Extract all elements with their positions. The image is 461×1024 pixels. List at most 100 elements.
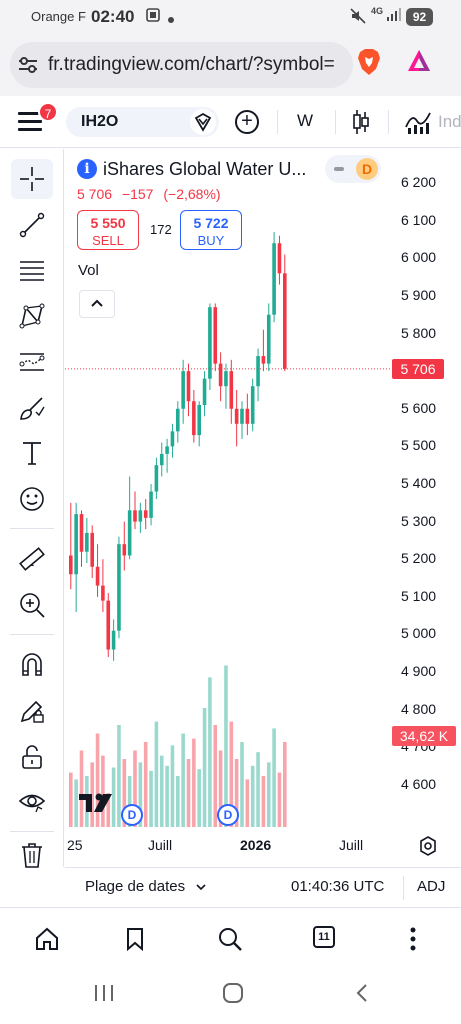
timezone-clock[interactable]: 01:40:36 UTC	[291, 878, 385, 895]
adjustment-toggle[interactable]: ADJ	[417, 878, 446, 895]
volume-bar	[283, 742, 287, 827]
date-range-button[interactable]: Plage de dates	[85, 878, 207, 895]
instrument-name[interactable]: iShares Global Water U...	[103, 159, 307, 179]
bookmark-icon[interactable]	[122, 926, 148, 952]
home-button-icon[interactable]	[222, 983, 244, 1003]
candle-body	[229, 371, 234, 409]
chart-settings-icon[interactable]	[417, 835, 439, 857]
screenshot-icon	[146, 8, 160, 25]
price-axis-label: 5 900	[401, 286, 437, 303]
candle	[149, 484, 153, 526]
volume-bar	[127, 776, 132, 827]
brave-shields-icon[interactable]	[357, 48, 381, 76]
forecast-tool[interactable]	[11, 342, 53, 382]
candle	[138, 502, 143, 533]
candle-body	[85, 532, 89, 552]
measure-tool[interactable]	[11, 539, 53, 579]
volume-bar	[154, 721, 159, 827]
chart-pane[interactable]: i iShares Global Water U... D 5 706 −157…	[65, 149, 461, 867]
brush-tool[interactable]	[11, 388, 53, 428]
search-icon[interactable]	[217, 926, 243, 952]
emoji-tool[interactable]	[11, 479, 53, 519]
compare-add-icon[interactable]: +	[235, 110, 259, 134]
candle-body	[245, 408, 250, 424]
volume-bars	[69, 665, 287, 827]
symbol-search-button[interactable]: IH2O	[66, 107, 219, 137]
trend-line-tool[interactable]	[11, 205, 53, 245]
crosshair-tool[interactable]	[11, 159, 53, 199]
chart-type-candles-icon[interactable]	[352, 108, 370, 136]
candle-body	[159, 453, 164, 466]
url-field[interactable]: fr.tradingview.com/chart/?symbol=	[10, 42, 353, 88]
candle-body	[181, 371, 185, 409]
price-chart[interactable]	[65, 149, 461, 867]
volume-bar	[101, 755, 105, 827]
dividend-badge[interactable]: D	[356, 158, 378, 180]
menu-icon[interactable]	[18, 112, 42, 132]
price-axis-label: 5 800	[401, 324, 437, 341]
buy-label: BUY	[197, 233, 225, 248]
magnet-tool[interactable]	[11, 645, 53, 685]
candle-body	[277, 243, 282, 274]
lock-tool[interactable]	[11, 737, 53, 777]
buy-button[interactable]: 5 722 BUY	[180, 210, 242, 250]
home-icon[interactable]	[34, 926, 60, 952]
volume-bar	[266, 762, 271, 827]
mute-icon	[350, 8, 366, 27]
volume-bar	[117, 725, 121, 827]
pattern-tool[interactable]	[11, 296, 53, 336]
candle	[234, 389, 239, 447]
legend-controls[interactable]: D	[325, 155, 381, 183]
volume-bar	[272, 728, 276, 827]
text-tool[interactable]	[11, 433, 53, 473]
volume-bar	[261, 776, 266, 827]
toolbar-divider	[10, 831, 54, 832]
price-axis-label: 6 200	[401, 174, 437, 191]
status-bar: Orange F 02:40 4G 92	[0, 0, 461, 34]
brave-rewards-icon[interactable]	[407, 49, 431, 73]
site-settings-icon[interactable]	[18, 56, 38, 74]
candle	[208, 303, 212, 390]
more-options-icon[interactable]	[400, 926, 426, 952]
info-icon[interactable]: i	[77, 159, 97, 179]
price-axis-label: 5 500	[401, 437, 437, 454]
zoom-tool[interactable]	[11, 585, 53, 625]
collapse-legend-icon[interactable]	[334, 167, 344, 171]
candle	[277, 235, 282, 285]
dividend-marker[interactable]: D	[217, 804, 239, 826]
chevron-down-icon	[196, 884, 206, 891]
collapse-indicators-button[interactable]	[79, 290, 115, 318]
symbol-options-icon[interactable]	[190, 109, 216, 135]
candle-body	[165, 446, 169, 454]
volume-indicator-label[interactable]: Vol	[78, 262, 99, 279]
volume-bar	[133, 750, 137, 827]
candle-body	[218, 363, 223, 387]
indicators-button[interactable]: Ind	[403, 108, 461, 136]
volume-bar	[159, 755, 164, 827]
tradingview-logo[interactable]	[79, 792, 119, 814]
smiley-icon	[20, 487, 44, 511]
date-range-label: Plage de dates	[85, 878, 186, 895]
fib-retracement-icon	[20, 261, 44, 281]
recent-apps-icon[interactable]	[93, 983, 115, 1003]
dividend-marker[interactable]: D	[121, 804, 143, 826]
chart-header: 7 IH2O + W Ind	[0, 96, 461, 148]
sell-button[interactable]: 5 550 SELL	[77, 210, 139, 250]
back-icon[interactable]	[352, 983, 372, 1003]
lock-drawings-tool[interactable]	[11, 691, 53, 731]
zoom-in-icon	[20, 593, 45, 618]
interval-button[interactable]: W	[297, 111, 314, 130]
time-axis-label: 2026	[240, 837, 272, 853]
candle	[106, 593, 111, 658]
candle-body	[240, 408, 244, 424]
candle	[240, 401, 244, 439]
tabs-button[interactable]: 11	[313, 926, 335, 948]
text-icon	[23, 442, 41, 465]
candle-body	[266, 314, 271, 364]
price-axis-label: 5 400	[401, 475, 437, 491]
candle	[229, 359, 234, 424]
unlock-icon	[22, 745, 42, 769]
fib-retracement-tool[interactable]	[11, 250, 53, 290]
remove-drawings-tool[interactable]	[11, 841, 53, 868]
hide-drawings-tool[interactable]	[11, 782, 53, 822]
